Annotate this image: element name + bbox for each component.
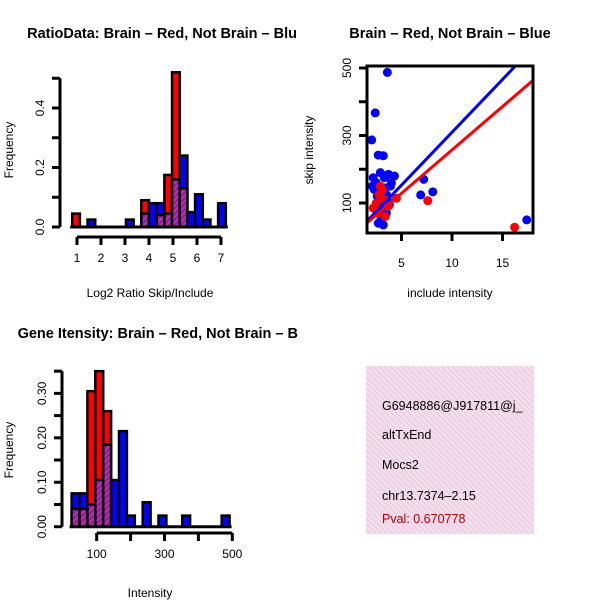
x-tick-label: 5 bbox=[398, 256, 405, 270]
gene-intensity-histogram: Gene Itensity: Brain – Red, Not Brain – … bbox=[2, 326, 298, 600]
x-tick-label: 15 bbox=[496, 256, 510, 270]
x-axis-label: include intensity bbox=[407, 286, 492, 300]
y-tick-label: 500 bbox=[340, 58, 354, 78]
x-tick-label: 3 bbox=[122, 251, 129, 265]
x-tick-label: 300 bbox=[154, 547, 174, 561]
chart-title: Brain – Red, Not Brain – Blue bbox=[349, 26, 550, 42]
point-blue bbox=[416, 190, 426, 200]
y-tick-label: 0.2 bbox=[33, 159, 47, 176]
gene-id: G6948886@J917811@j_ bbox=[382, 399, 524, 413]
point-red bbox=[380, 212, 390, 221]
y-tick-label: 300 bbox=[340, 125, 354, 145]
point-blue bbox=[522, 215, 532, 225]
bar-blue bbox=[125, 514, 137, 528]
point-blue bbox=[382, 67, 392, 77]
ratio-histogram: RatioData: Brain – Red, Not Brain – Blu … bbox=[2, 26, 297, 300]
location: chr13.7374–2.15 bbox=[382, 489, 476, 503]
bar-blue bbox=[220, 514, 231, 528]
bar-blue bbox=[117, 429, 129, 528]
point-red bbox=[375, 181, 385, 191]
x-tick-label: 4 bbox=[146, 251, 153, 265]
y-tick-label: 0.0 bbox=[33, 218, 47, 235]
x-tick-label: 1 bbox=[74, 251, 81, 265]
point-red bbox=[423, 196, 433, 206]
fit-line-red bbox=[367, 78, 533, 225]
point-red bbox=[510, 222, 520, 232]
y-tick-label: 100 bbox=[340, 193, 354, 213]
x-tick-label: 10 bbox=[445, 256, 459, 270]
x-axis-label: Log2 Ratio Skip/Include bbox=[87, 286, 214, 300]
event-type: altTxEnd bbox=[382, 428, 431, 442]
info-panel: G6948886@J917811@j_ altTxEnd Mocs2 chr13… bbox=[366, 366, 534, 534]
y-tick-label: 0.4 bbox=[33, 99, 47, 116]
intensity-scatter: Brain – Red, Not Brain – Blue 100 300 500 5… bbox=[302, 26, 551, 300]
x-tick-label: 7 bbox=[218, 251, 225, 265]
plot-box bbox=[365, 64, 535, 235]
bar-blue bbox=[180, 514, 192, 528]
x-tick-label: 500 bbox=[222, 547, 242, 561]
y-axis-label: Frequency bbox=[2, 122, 16, 179]
bar-blue bbox=[141, 501, 152, 528]
point-blue bbox=[378, 151, 388, 161]
point-blue bbox=[428, 187, 438, 197]
y-tick-label: 0.00 bbox=[35, 515, 49, 539]
chart-title: RatioData: Brain – Red, Not Brain – Blu bbox=[27, 26, 297, 42]
x-tick-label: 2 bbox=[98, 251, 105, 265]
y-tick-label: 0.10 bbox=[35, 470, 49, 494]
point-blue bbox=[370, 108, 380, 118]
point-blue bbox=[367, 135, 377, 145]
x-tick-label: 100 bbox=[87, 547, 107, 561]
point-red bbox=[371, 198, 381, 208]
x-tick-label: 5 bbox=[170, 251, 177, 265]
info-box bbox=[366, 366, 534, 534]
y-axis-label: Frequency bbox=[2, 422, 16, 479]
point-blue bbox=[389, 171, 399, 181]
bar-red bbox=[70, 212, 82, 229]
y-tick-label: 0.30 bbox=[35, 381, 49, 405]
fit-line-blue bbox=[367, 66, 518, 224]
bar-blue bbox=[216, 201, 228, 229]
pval-text: Pval: 0.670778 bbox=[382, 512, 465, 526]
x-axis-label: Intensity bbox=[128, 586, 173, 600]
y-tick-label: 0.20 bbox=[35, 426, 49, 450]
gene-symbol: Mocs2 bbox=[382, 458, 419, 472]
bar-blue bbox=[157, 514, 168, 528]
point-blue bbox=[367, 181, 377, 191]
point-blue bbox=[385, 181, 395, 191]
x-tick-label: 6 bbox=[194, 251, 201, 265]
chart-title: Gene Itensity: Brain – Red, Not Brain – … bbox=[18, 326, 298, 342]
y-axis-label: skip intensity bbox=[302, 116, 316, 185]
point-blue bbox=[378, 220, 388, 230]
